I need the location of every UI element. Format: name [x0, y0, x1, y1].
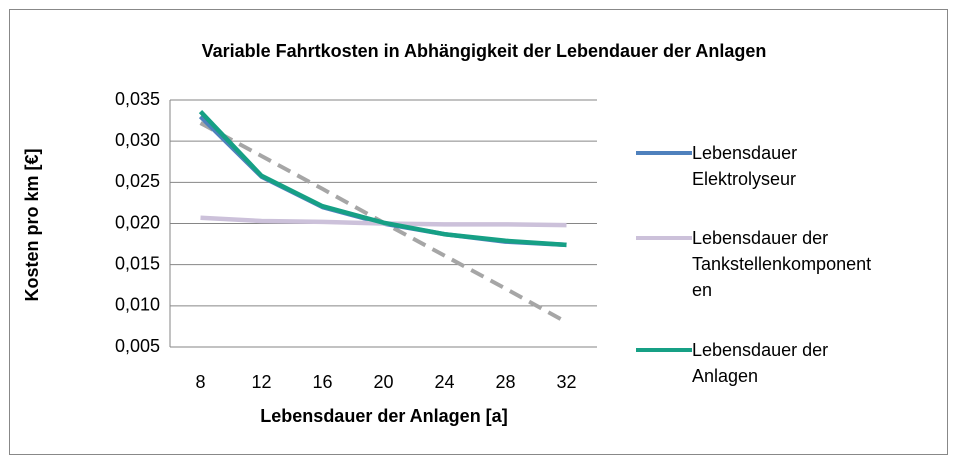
x-tick-label: 32: [556, 372, 576, 392]
x-axis-label: Lebensdauer der Anlagen [a]: [260, 406, 507, 426]
y-tick-label: 0,025: [115, 171, 160, 191]
series-line: [198, 109, 567, 248]
legend-label: Lebensdauer der Anlagen: [692, 340, 829, 386]
legend-label: Lebensdauer Elektrolyseur: [692, 143, 798, 189]
legend-entry: Lebensdauer Elektrolyseur: [636, 140, 872, 192]
chart-border: [9, 9, 948, 455]
legend-swatch: [636, 348, 692, 352]
y-tick-label: 0,005: [115, 336, 160, 356]
legend-label: Lebensdauer der Tankstellenkomponenten: [692, 228, 872, 300]
y-tick-label: 0,035: [115, 89, 160, 109]
x-tick-label: 24: [434, 372, 454, 392]
x-tick-label: 8: [195, 372, 205, 392]
x-tick-label: 12: [251, 372, 271, 392]
x-tick-label: 16: [312, 372, 332, 392]
y-tick-label: 0,015: [115, 253, 160, 273]
legend-entry: Lebensdauer der Anlagen: [636, 337, 872, 389]
legend-entry: Lebensdauer der Tankstellenkomponenten: [636, 225, 872, 303]
y-tick-label: 0,010: [115, 295, 160, 315]
legend-swatch: [636, 236, 692, 240]
y-axis-label: Kosten pro km [€]: [22, 148, 42, 301]
x-tick-label: 28: [495, 372, 515, 392]
x-tick-label: 20: [373, 372, 393, 392]
chart-title: Variable Fahrtkosten in Abhängigkeit der…: [202, 41, 767, 61]
y-tick-label: 0,020: [115, 212, 160, 232]
y-tick-label: 0,030: [115, 130, 160, 150]
legend-swatch: [636, 151, 692, 155]
